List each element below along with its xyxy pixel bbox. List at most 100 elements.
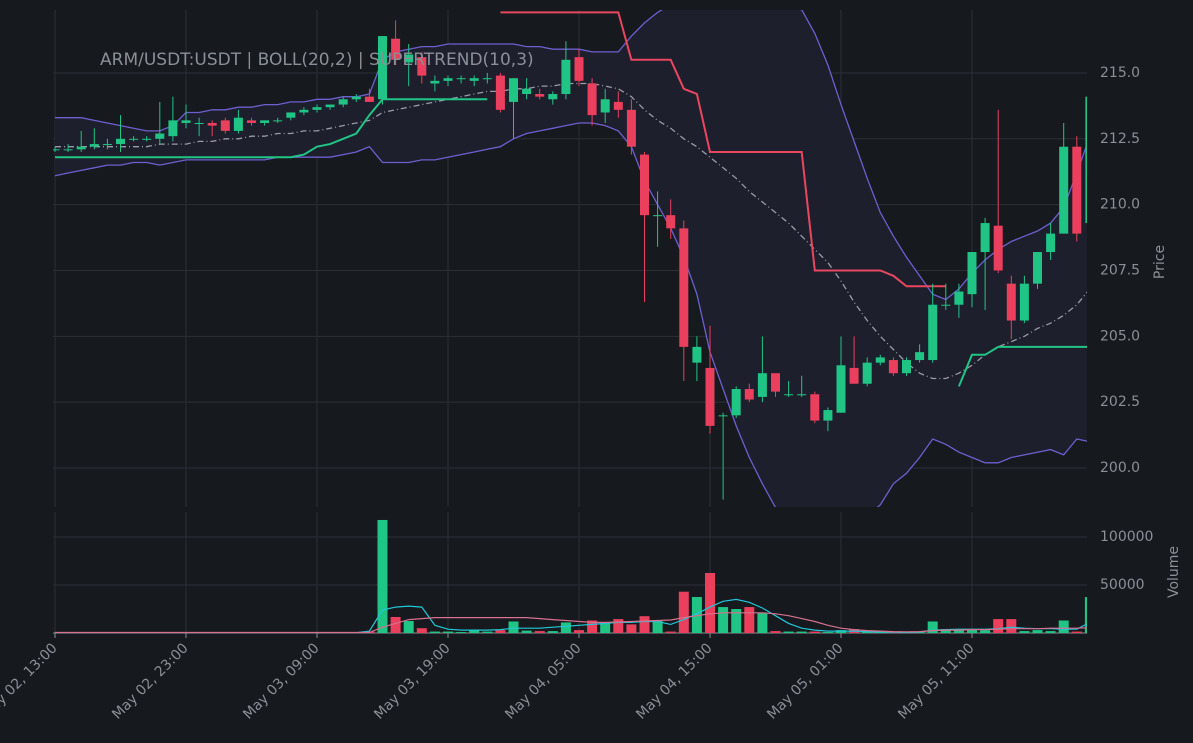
candle-body bbox=[679, 228, 689, 347]
volume-bar bbox=[744, 607, 755, 633]
candle-body bbox=[993, 225, 1003, 271]
candle-body bbox=[1059, 146, 1069, 234]
y-tick-label: 100000 bbox=[1100, 529, 1153, 545]
y-tick-label: 202.5 bbox=[1100, 394, 1140, 410]
band-area bbox=[55, 10, 1087, 507]
volume-bar bbox=[678, 591, 689, 633]
candle-body bbox=[299, 109, 309, 113]
y-tick-label: 205.0 bbox=[1100, 328, 1140, 344]
candle-body bbox=[797, 394, 807, 396]
candle-body bbox=[823, 410, 833, 421]
candle-body bbox=[286, 112, 296, 118]
candle-body bbox=[1033, 252, 1042, 284]
candle-body bbox=[443, 78, 453, 81]
volume-bar bbox=[822, 632, 833, 633]
candle-body bbox=[692, 346, 702, 363]
candle-body bbox=[535, 94, 545, 97]
candle-body bbox=[351, 96, 361, 100]
x-tick-label: May 02, 13:00 bbox=[0, 640, 61, 722]
volume-panel bbox=[53, 519, 1087, 633]
volume-bar bbox=[927, 621, 938, 633]
candle-body bbox=[247, 120, 256, 123]
candle-body bbox=[731, 389, 741, 416]
volume-bar bbox=[757, 612, 768, 633]
candle-body bbox=[404, 54, 414, 63]
x-tick-label: May 03, 19:00 bbox=[371, 640, 453, 722]
volume-bar bbox=[980, 630, 991, 633]
volume-bar bbox=[600, 622, 611, 633]
candle-body bbox=[954, 291, 964, 305]
volume-bar bbox=[731, 608, 742, 633]
candle-body bbox=[1019, 283, 1029, 321]
volume-bar bbox=[574, 630, 584, 633]
candle-body bbox=[888, 360, 898, 374]
candle-body bbox=[456, 78, 466, 80]
candle-body bbox=[1085, 96, 1087, 224]
y-tick-label: 212.5 bbox=[1100, 131, 1140, 147]
volume-bar bbox=[626, 624, 637, 633]
volume-bar bbox=[495, 630, 506, 633]
volume-bar bbox=[718, 607, 729, 633]
candle-body bbox=[325, 104, 335, 108]
candle-body bbox=[626, 109, 636, 147]
volume-bar bbox=[587, 620, 598, 633]
volume-bar bbox=[1045, 631, 1056, 633]
y-tick-label: 215.0 bbox=[1100, 65, 1140, 81]
candle-body bbox=[220, 120, 230, 131]
candle-body bbox=[155, 133, 165, 139]
volume-bar bbox=[534, 631, 545, 633]
candle-body bbox=[142, 138, 152, 140]
candle-body bbox=[784, 394, 794, 396]
candle-body bbox=[875, 357, 885, 363]
bollinger-line bbox=[55, 82, 1087, 380]
x-tick-label: May 03, 09:00 bbox=[240, 640, 322, 722]
bollinger-line bbox=[55, 10, 1087, 301]
volume-bar bbox=[469, 630, 480, 633]
volume-bar bbox=[1032, 630, 1043, 633]
candle-body bbox=[771, 373, 780, 392]
candle-body bbox=[666, 215, 676, 229]
candle-body bbox=[705, 367, 715, 426]
candle-body bbox=[640, 154, 649, 216]
chart-title: ARM/USDT:USDT | BOLL(20,2) | SUPERTREND(… bbox=[100, 50, 534, 70]
candle-body bbox=[338, 99, 348, 105]
candle-body bbox=[928, 304, 938, 361]
candle-body bbox=[744, 389, 754, 400]
candle-body bbox=[902, 360, 911, 374]
x-tick-label: May 02, 23:00 bbox=[109, 640, 191, 722]
candle-body bbox=[810, 394, 820, 421]
candle-body bbox=[129, 138, 139, 140]
candle-body bbox=[89, 144, 99, 147]
volume-bar bbox=[456, 632, 467, 633]
y-tick-label: 207.5 bbox=[1100, 262, 1140, 278]
candle-body bbox=[378, 36, 387, 100]
candle-body bbox=[522, 88, 532, 95]
candle-body bbox=[587, 83, 597, 116]
candle-body bbox=[967, 252, 977, 295]
volume-bar bbox=[770, 631, 781, 633]
volume-bar bbox=[416, 628, 427, 633]
volume-bar bbox=[652, 620, 663, 633]
candle-body bbox=[233, 117, 243, 131]
volume-bar bbox=[429, 631, 440, 633]
volume-bar bbox=[547, 631, 558, 633]
volume-bar bbox=[1058, 620, 1069, 633]
candle-body bbox=[207, 122, 217, 126]
candle-body bbox=[53, 149, 60, 151]
candle-body bbox=[63, 149, 73, 151]
y-tick-label: 200.0 bbox=[1100, 460, 1140, 476]
y-tick-label: 50000 bbox=[1100, 577, 1145, 593]
volume-bar bbox=[796, 631, 807, 633]
y-axis-label: Price bbox=[1152, 245, 1168, 279]
x-tick-label: May 04, 15:00 bbox=[633, 640, 715, 722]
y-axis-label: Volume bbox=[1166, 546, 1182, 598]
volume-bar bbox=[443, 631, 453, 633]
volume-bar bbox=[1019, 631, 1030, 633]
candle-body bbox=[469, 78, 479, 81]
candle-body bbox=[849, 367, 859, 384]
candle-body bbox=[312, 107, 322, 110]
candle-body bbox=[1006, 283, 1016, 321]
volume-bar bbox=[809, 631, 820, 633]
x-tick-label: May 04, 05:00 bbox=[502, 640, 584, 722]
